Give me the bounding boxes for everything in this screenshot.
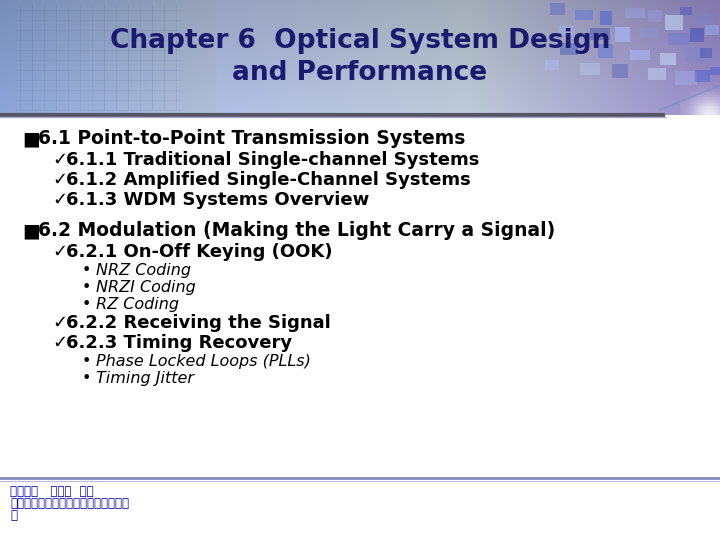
Text: 6.1.1 Traditional Single-channel Systems: 6.1.1 Traditional Single-channel Systems [66,151,480,169]
Bar [558,25,574,35]
Text: ✓: ✓ [52,243,67,261]
Text: RZ Coding: RZ Coding [96,297,179,312]
Bar [660,53,676,65]
Bar [695,70,710,82]
Text: •: • [82,297,91,312]
Bar [560,43,578,55]
Text: 成功大學   黃振發  編撰: 成功大學 黃振發 編撰 [10,485,94,498]
Bar [685,47,705,62]
Bar [612,64,628,78]
Bar [648,68,666,80]
Text: 6.1 Point-to-Point Transmission Systems: 6.1 Point-to-Point Transmission Systems [38,129,465,148]
Text: •: • [82,354,91,369]
Text: •: • [82,280,91,295]
Text: 6.1.2 Amplified Single-Channel Systems: 6.1.2 Amplified Single-Channel Systems [66,171,471,189]
Text: ✓: ✓ [52,314,67,332]
Text: 教育部顧問室光通訊系統教育改進計畫: 教育部顧問室光通訊系統教育改進計畫 [10,497,129,510]
Bar [575,10,593,20]
Bar [590,28,610,40]
Text: Timing Jitter: Timing Jitter [96,371,194,386]
Bar [680,7,692,15]
Text: Phase Locked Loops (PLLs): Phase Locked Loops (PLLs) [96,354,311,369]
Bar [630,50,650,60]
Text: ✓: ✓ [52,191,67,209]
Text: •: • [82,371,91,386]
Text: NRZI Coding: NRZI Coding [96,280,196,295]
Bar [700,48,712,58]
Bar [640,28,658,38]
Bar [665,15,683,30]
Text: ✓: ✓ [52,334,67,352]
Bar [545,60,559,70]
Text: and Performance: and Performance [233,60,487,86]
Bar [675,71,697,85]
Bar [580,63,600,75]
Text: ■: ■ [22,129,40,148]
Bar [668,33,690,45]
Bar [710,67,720,75]
Text: ✓: ✓ [52,151,67,169]
Text: 6.2.2 Receiving the Signal: 6.2.2 Receiving the Signal [66,314,330,332]
Bar [695,13,713,25]
Text: ✓: ✓ [52,171,67,189]
Text: 6.2.1 On-Off Keying (OOK): 6.2.1 On-Off Keying (OOK) [66,243,333,261]
Bar [690,28,704,42]
Text: NRZ Coding: NRZ Coding [96,263,191,278]
Text: ■: ■ [22,221,40,240]
Bar [648,10,662,22]
Text: 6.1.3 WDM Systems Overview: 6.1.3 WDM Systems Overview [66,191,369,209]
Bar [625,8,645,18]
Bar [705,25,719,35]
Text: 畫: 畫 [10,509,17,522]
Text: 6.2.3 Timing Recovery: 6.2.3 Timing Recovery [66,334,292,352]
Bar [598,44,613,58]
Bar [600,11,612,25]
Text: •: • [82,263,91,278]
Bar [550,3,565,15]
Text: 6.2 Modulation (Making the Light Carry a Signal): 6.2 Modulation (Making the Light Carry a… [38,221,555,240]
Bar [615,27,630,42]
Text: Chapter 6  Optical System Design: Chapter 6 Optical System Design [110,28,610,54]
